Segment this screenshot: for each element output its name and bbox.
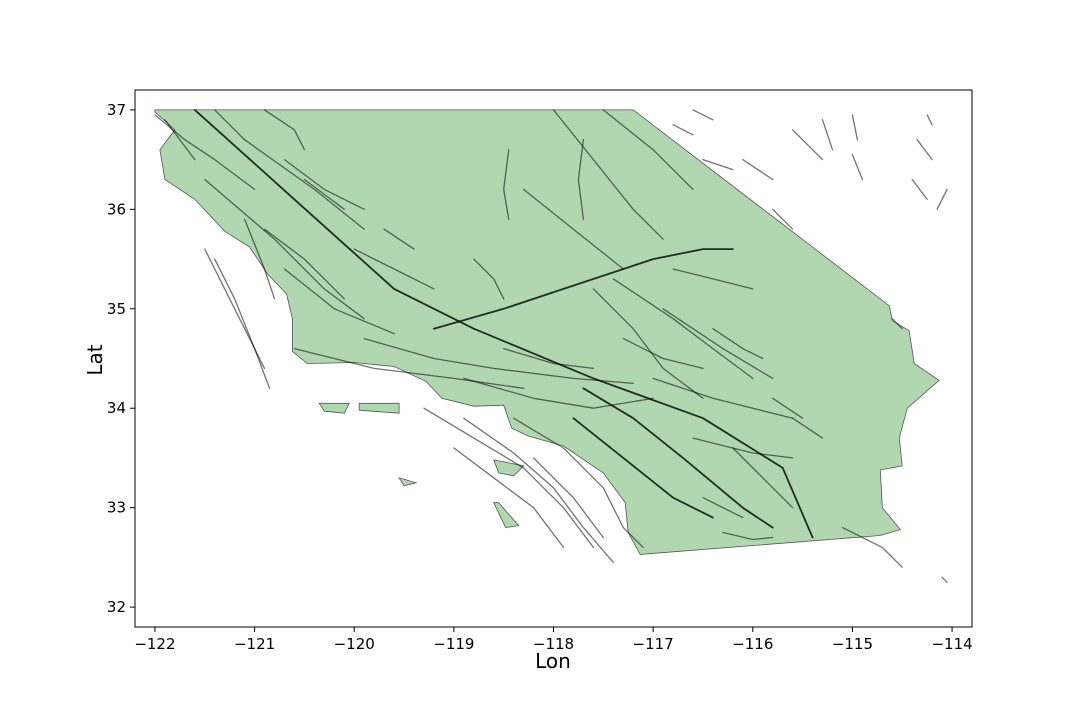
fault-line xyxy=(303,178,345,210)
fault-line xyxy=(463,417,614,564)
land-layer xyxy=(154,109,940,555)
x-tick-label: −121 xyxy=(234,635,275,653)
fault-line xyxy=(712,328,764,360)
y-tick-label: 33 xyxy=(107,499,126,517)
fault-line xyxy=(243,218,276,300)
fault-line xyxy=(293,347,525,389)
fault-line xyxy=(363,337,634,385)
fault-line xyxy=(164,119,196,161)
island-polygon xyxy=(493,459,525,477)
fault-line xyxy=(432,248,734,330)
fault-line xyxy=(612,278,754,380)
fault-line xyxy=(552,109,664,240)
fault-line xyxy=(851,114,859,141)
y-tick-label: 37 xyxy=(107,101,126,119)
fault-line xyxy=(936,188,948,210)
fault-layer xyxy=(154,109,948,583)
fault-line xyxy=(512,417,644,549)
fault-line xyxy=(926,114,933,126)
fault-line xyxy=(263,228,345,300)
fault-line xyxy=(522,188,624,270)
fault-line xyxy=(662,308,774,380)
fault-line xyxy=(503,149,510,220)
fault-line xyxy=(503,347,595,370)
fault-line xyxy=(463,377,654,409)
fault-line xyxy=(214,109,246,141)
fault-line xyxy=(577,139,585,220)
fault-line xyxy=(821,119,834,151)
fault-line xyxy=(243,139,365,230)
fault-line xyxy=(353,248,435,290)
fault-line xyxy=(283,268,395,335)
island-polygon xyxy=(398,477,418,487)
fault-line xyxy=(383,228,415,250)
fault-line xyxy=(572,417,714,519)
x-tick-label: −118 xyxy=(533,635,574,653)
plot-area xyxy=(154,109,948,583)
x-tick-label: −117 xyxy=(633,635,674,653)
y-tick-label: 34 xyxy=(107,399,126,417)
fault-line xyxy=(702,497,744,519)
fault-line xyxy=(851,153,864,181)
fault-line xyxy=(582,387,774,529)
y-axis-label: Lat xyxy=(83,344,107,375)
fault-line xyxy=(692,437,794,459)
fault-line xyxy=(692,109,714,121)
fault-line xyxy=(772,208,794,230)
fault-line xyxy=(702,158,734,171)
fault-line xyxy=(652,377,794,419)
fault-line xyxy=(791,129,824,161)
y-axis-ticks: 32 33 34 35 36 37 xyxy=(107,101,135,616)
x-tick-label: −115 xyxy=(832,635,873,653)
fault-line xyxy=(742,158,774,181)
fault-line xyxy=(772,397,804,419)
mainland-polygon xyxy=(154,109,940,555)
island-polygon xyxy=(493,502,520,529)
x-axis-label: Lon xyxy=(535,649,571,673)
fault-line xyxy=(911,178,928,201)
fault-line xyxy=(602,109,694,191)
x-tick-label: −122 xyxy=(134,635,175,653)
x-tick-label: −114 xyxy=(931,635,972,653)
fault-line xyxy=(891,318,903,330)
fault-line xyxy=(672,268,754,290)
fault-line xyxy=(732,447,794,509)
fault-line xyxy=(193,109,814,539)
x-tick-label: −119 xyxy=(433,635,474,653)
fault-line xyxy=(941,576,948,583)
x-axis-ticks: −122 −121 −120 −119 −118 −117 −116 −115 −114 xyxy=(134,627,973,653)
y-tick-label: 35 xyxy=(107,300,126,318)
island-polygon xyxy=(318,402,350,414)
fault-line xyxy=(532,457,604,539)
y-tick-label: 36 xyxy=(107,200,126,218)
fault-line xyxy=(622,337,704,370)
fault-line xyxy=(214,258,271,389)
fault-line xyxy=(841,526,903,568)
x-tick-label: −116 xyxy=(732,635,773,653)
fault-line xyxy=(473,258,505,300)
fault-line xyxy=(204,178,365,320)
fault-line xyxy=(263,109,306,151)
fault-line xyxy=(722,531,774,541)
fault-line xyxy=(791,417,824,439)
y-tick-label: 32 xyxy=(107,598,126,616)
x-tick-label: −120 xyxy=(334,635,375,653)
fault-line xyxy=(453,447,565,549)
fault-line xyxy=(423,407,595,549)
fault-line xyxy=(283,158,365,210)
island-polygon xyxy=(358,402,400,414)
fault-line xyxy=(916,139,933,161)
fault-line xyxy=(592,288,704,399)
fault-line xyxy=(672,124,694,136)
